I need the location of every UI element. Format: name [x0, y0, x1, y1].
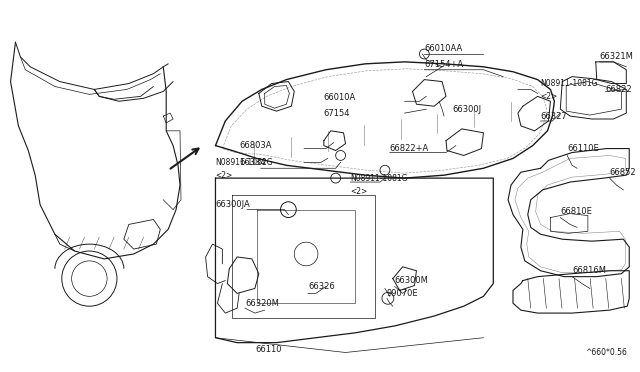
Text: N08911-1062G: N08911-1062G [216, 158, 273, 167]
Text: 66334: 66334 [239, 158, 266, 167]
Text: 66300M: 66300M [395, 276, 429, 285]
Text: 67154: 67154 [324, 109, 350, 118]
Text: 66010AA: 66010AA [424, 44, 463, 52]
Text: 66300J: 66300J [452, 105, 481, 114]
Text: <2>: <2> [541, 92, 558, 101]
Text: 66327: 66327 [541, 112, 567, 121]
Text: 66822: 66822 [605, 85, 632, 94]
Text: 66320M: 66320M [245, 299, 279, 308]
Text: 66321M: 66321M [600, 52, 634, 61]
Text: 66810E: 66810E [560, 207, 592, 216]
Text: 66822+A: 66822+A [390, 144, 429, 153]
Text: 67154+A: 67154+A [424, 60, 463, 69]
Text: 66816M: 66816M [572, 266, 606, 275]
Text: 66300JA: 66300JA [216, 200, 250, 209]
Text: 99070E: 99070E [387, 289, 419, 298]
Text: N08911-1081G: N08911-1081G [541, 79, 598, 88]
Text: 66852: 66852 [609, 168, 636, 177]
Text: <2>: <2> [216, 171, 233, 180]
Text: 66110E: 66110E [567, 144, 599, 153]
Text: 66803A: 66803A [239, 141, 271, 150]
Text: ^660*0.56: ^660*0.56 [586, 349, 627, 357]
Text: 66010A: 66010A [324, 93, 356, 102]
Text: 66110: 66110 [255, 345, 282, 354]
Text: 66326: 66326 [308, 282, 335, 291]
Text: <2>: <2> [351, 187, 368, 196]
Text: N08911-1081G: N08911-1081G [351, 174, 408, 183]
